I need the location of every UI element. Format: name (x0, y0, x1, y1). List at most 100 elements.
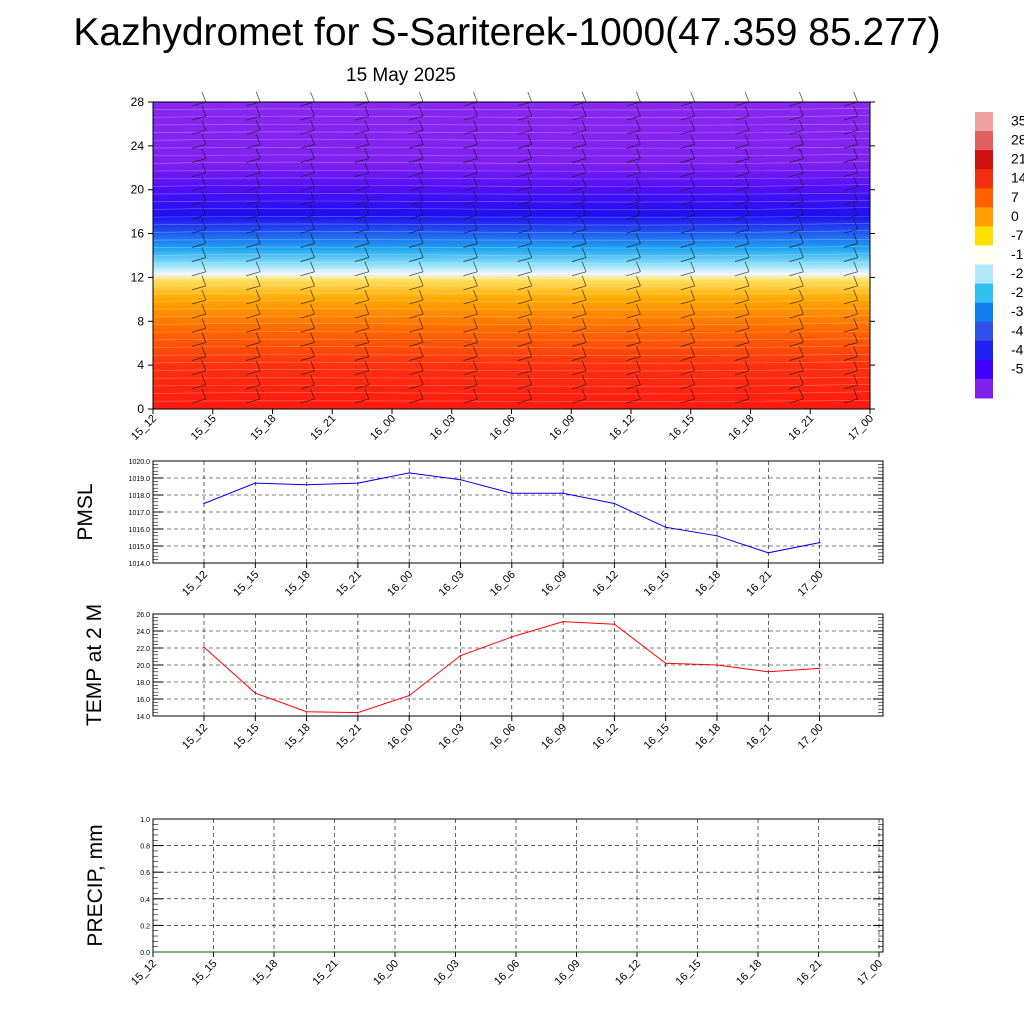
wind-barb (789, 346, 804, 361)
contour-line (152, 292, 871, 295)
colorbar-swatch (975, 207, 993, 227)
wind-barb (572, 162, 587, 178)
series-point (254, 482, 257, 484)
wind-barb (354, 346, 370, 361)
series-point (818, 541, 821, 544)
y-tick-label: 16 (131, 227, 145, 241)
wind-barb (843, 176, 859, 192)
wind-barb (409, 261, 424, 277)
y-tick-label: 14.0 (136, 714, 150, 721)
y-tick-label: 20 (131, 183, 145, 197)
contour-line (152, 315, 871, 318)
wind-barb (734, 374, 750, 390)
wind-barb (409, 247, 424, 262)
colorbar-label: 7 (1011, 189, 1019, 205)
y-tick-label: 18.0 (136, 680, 150, 687)
wind-barb (517, 190, 533, 206)
wind-barb (517, 318, 533, 333)
x-tick-label: 16_03 (432, 958, 462, 988)
x-tick-label: 16_12 (607, 413, 637, 443)
contour-line (152, 353, 871, 356)
series-point (562, 620, 564, 623)
wind-barb (789, 134, 804, 149)
x-tick-label: 16_06 (488, 722, 518, 752)
wind-barb (300, 388, 315, 404)
x-tick-label: 16_15 (642, 722, 672, 752)
wind-barb (463, 374, 478, 390)
wind-barb (517, 105, 533, 121)
wind-barb (409, 233, 424, 248)
contour-line (152, 115, 871, 118)
wind-barb (409, 204, 424, 220)
wind-barb (734, 219, 750, 234)
contour-line (152, 361, 871, 364)
wind-barb (191, 91, 207, 107)
contour-line (152, 246, 871, 249)
wind-barb (680, 360, 696, 376)
wind-barb (680, 261, 696, 277)
x-tick-label: 16_12 (590, 569, 620, 599)
wind-barb (843, 261, 859, 277)
wind-barb (789, 360, 804, 376)
x-tick-label: 16_00 (385, 569, 415, 599)
wind-barb (734, 332, 750, 347)
plot-frame (152, 818, 884, 953)
wind-barb (354, 219, 370, 234)
wind-barb (246, 190, 261, 206)
wind-barb (843, 148, 859, 163)
wind-barb (843, 105, 859, 121)
wind-barb (409, 346, 424, 361)
wind-barb (191, 204, 207, 220)
series-point (636, 951, 638, 953)
wind-barb (354, 148, 370, 163)
wind-barb (517, 247, 533, 262)
colorbar-swatch (975, 150, 993, 170)
wind-barb (789, 120, 804, 135)
y-tick-label: 0.2 (140, 923, 150, 930)
wind-barb (734, 105, 750, 121)
contour-line (152, 130, 871, 134)
x-tick-label: 16_00 (371, 958, 401, 988)
wind-barb (789, 148, 804, 163)
x-tick-label: 15_21 (308, 413, 338, 443)
wind-barb (843, 289, 859, 305)
wind-barb (191, 162, 207, 178)
wind-barb (680, 120, 696, 135)
colorbar-label: -3 (1011, 303, 1024, 319)
y-tick-label: 0.6 (140, 870, 150, 877)
wind-barb (300, 219, 315, 234)
wind-barb (463, 360, 478, 376)
wind-barb (843, 91, 859, 107)
wind-barb (463, 346, 478, 361)
y-tick-label: 1020.0 (129, 459, 151, 466)
wind-barb (246, 318, 261, 333)
contour-line (152, 400, 871, 402)
contour-line (152, 377, 871, 379)
colorbar-label: -2 (1011, 284, 1024, 300)
series-point (305, 710, 308, 713)
wind-barb (191, 247, 207, 262)
y-tick-label: 0.0 (140, 950, 150, 957)
y-tick-label: 1.0 (140, 817, 150, 824)
wind-barb (463, 91, 478, 107)
x-tick-label: 15_12 (180, 722, 210, 752)
wind-barb (463, 233, 478, 248)
wind-barb (463, 134, 478, 149)
wind-barb (191, 219, 207, 234)
wind-barb (626, 275, 641, 291)
x-tick-label: 16_18 (727, 413, 757, 443)
series-point (664, 526, 667, 529)
wind-barb (626, 346, 641, 361)
colorbar-swatch (975, 378, 993, 399)
wind-barb (463, 105, 478, 121)
contour-line (152, 138, 871, 141)
colorbar: 35 28 21 14 7 0 -7 -1 -2 -2 -3 -4 -4 -5 (975, 112, 1024, 399)
wind-barb (300, 261, 315, 277)
wind-barb (354, 303, 370, 319)
wind-barb (300, 176, 315, 192)
wind-barb (734, 289, 750, 305)
wind-barb (300, 360, 315, 376)
x-tick-label: 16_03 (428, 413, 458, 443)
colorbar-label: -2 (1011, 265, 1024, 281)
wind-barb (463, 303, 478, 319)
